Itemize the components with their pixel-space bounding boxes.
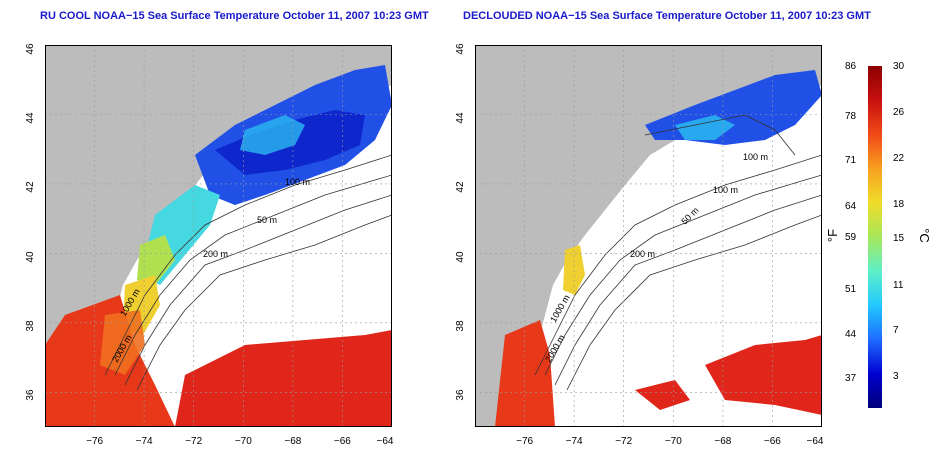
sst-green-patch bbox=[137, 235, 175, 285]
land-mass bbox=[475, 45, 822, 427]
lon-tick: −74 bbox=[566, 436, 583, 447]
celsius-tick: 26 bbox=[893, 107, 905, 118]
celsius-tick: 7 bbox=[893, 325, 899, 336]
map-frame bbox=[45, 45, 392, 427]
lat-lon-grid bbox=[45, 45, 392, 427]
left-sst-map: 50 m 100 m 200 m 1000 m 2000 m bbox=[45, 45, 392, 427]
lon-tick: −64 bbox=[807, 436, 824, 447]
fahrenheit-tick: 78 bbox=[845, 111, 857, 122]
fahrenheit-tick: 64 bbox=[845, 201, 857, 212]
lon-tick: −66 bbox=[334, 436, 351, 447]
fahrenheit-tick: 37 bbox=[845, 373, 857, 384]
lat-tick: 40 bbox=[455, 251, 466, 263]
right-lat-ticks: 46 44 42 40 38 36 bbox=[455, 43, 466, 401]
sst-teal-patch bbox=[240, 115, 305, 155]
celsius-tick: 15 bbox=[893, 233, 905, 244]
contour-label-200m: 200 m bbox=[203, 249, 228, 259]
celsius-unit-label: °C bbox=[916, 228, 932, 243]
sst-teal-patch bbox=[675, 115, 735, 140]
contour-label-100m: 100 m bbox=[285, 177, 310, 187]
contour-label-100m: 100 m bbox=[743, 152, 768, 162]
celsius-tick: 30 bbox=[893, 61, 905, 72]
sst-warm-south bbox=[495, 320, 555, 427]
lon-tick: −68 bbox=[714, 436, 731, 447]
land-mass bbox=[45, 45, 392, 427]
left-map-canvas: 50 m 100 m 200 m 1000 m 2000 m bbox=[45, 45, 392, 427]
sst-warm-offshore bbox=[705, 335, 822, 415]
bathymetry-contours bbox=[534, 114, 822, 391]
lat-tick: 36 bbox=[25, 389, 36, 401]
lat-tick: 46 bbox=[455, 43, 466, 55]
lat-tick: 46 bbox=[25, 43, 36, 55]
celsius-tick: 22 bbox=[893, 153, 905, 164]
celsius-tick: 11 bbox=[893, 280, 904, 291]
left-map-title: RU COOL NOAA−15 Sea Surface Temperature … bbox=[40, 10, 429, 22]
lat-tick: 44 bbox=[25, 112, 36, 124]
lat-tick: 42 bbox=[25, 181, 36, 193]
sst-orange-band bbox=[100, 310, 145, 375]
lon-tick: −76 bbox=[86, 436, 103, 447]
left-lat-ticks: 46 44 42 40 38 36 bbox=[25, 43, 36, 401]
fahrenheit-tick: 86 bbox=[845, 61, 857, 72]
lat-tick: 38 bbox=[25, 320, 36, 332]
lon-tick: −76 bbox=[516, 436, 533, 447]
lat-tick: 40 bbox=[25, 251, 36, 263]
bathymetry-contours bbox=[104, 154, 392, 391]
lon-tick: −70 bbox=[235, 436, 252, 447]
celsius-tick: 18 bbox=[893, 199, 905, 210]
lon-tick: −74 bbox=[136, 436, 153, 447]
right-sst-map: 100 m 100 m 50 m 200 m 1000 m 2000 m bbox=[475, 45, 822, 427]
contour-label-200m: 200 m bbox=[630, 249, 655, 259]
sst-warm-offshore bbox=[175, 330, 392, 427]
lat-tick: 44 bbox=[455, 112, 466, 124]
lat-lon-grid bbox=[475, 45, 822, 427]
lon-tick: −66 bbox=[764, 436, 781, 447]
temperature-colorbar bbox=[868, 66, 882, 408]
sst-warm-patch bbox=[635, 380, 690, 410]
contour-label-100m-b: 100 m bbox=[713, 185, 738, 195]
lat-tick: 36 bbox=[455, 389, 466, 401]
lon-tick: −72 bbox=[185, 436, 202, 447]
fahrenheit-tick: 51 bbox=[845, 284, 857, 295]
fahrenheit-tick: 71 bbox=[845, 155, 857, 166]
fahrenheit-tick: 44 bbox=[845, 329, 857, 340]
lon-tick: −64 bbox=[377, 436, 394, 447]
lat-tick: 38 bbox=[455, 320, 466, 332]
fahrenheit-tick: 59 bbox=[845, 232, 857, 243]
contour-label-50m: 50 m bbox=[257, 215, 277, 225]
lon-tick: −70 bbox=[665, 436, 682, 447]
map-frame bbox=[475, 45, 822, 427]
right-map-canvas: 100 m 100 m 50 m 200 m 1000 m 2000 m bbox=[475, 45, 822, 427]
celsius-tick: 3 bbox=[893, 371, 899, 382]
lat-tick: 42 bbox=[455, 181, 466, 193]
left-lon-ticks: −76 −74 −72 −70 −68 −66 −64 bbox=[86, 436, 394, 447]
right-map-title: DECLOUDED NOAA−15 Sea Surface Temperatur… bbox=[463, 10, 871, 22]
fahrenheit-unit-label: °F bbox=[825, 228, 841, 243]
lon-tick: −68 bbox=[284, 436, 301, 447]
right-lon-ticks: −76 −74 −72 −70 −68 −66 −64 bbox=[516, 436, 824, 447]
lon-tick: −72 bbox=[615, 436, 632, 447]
